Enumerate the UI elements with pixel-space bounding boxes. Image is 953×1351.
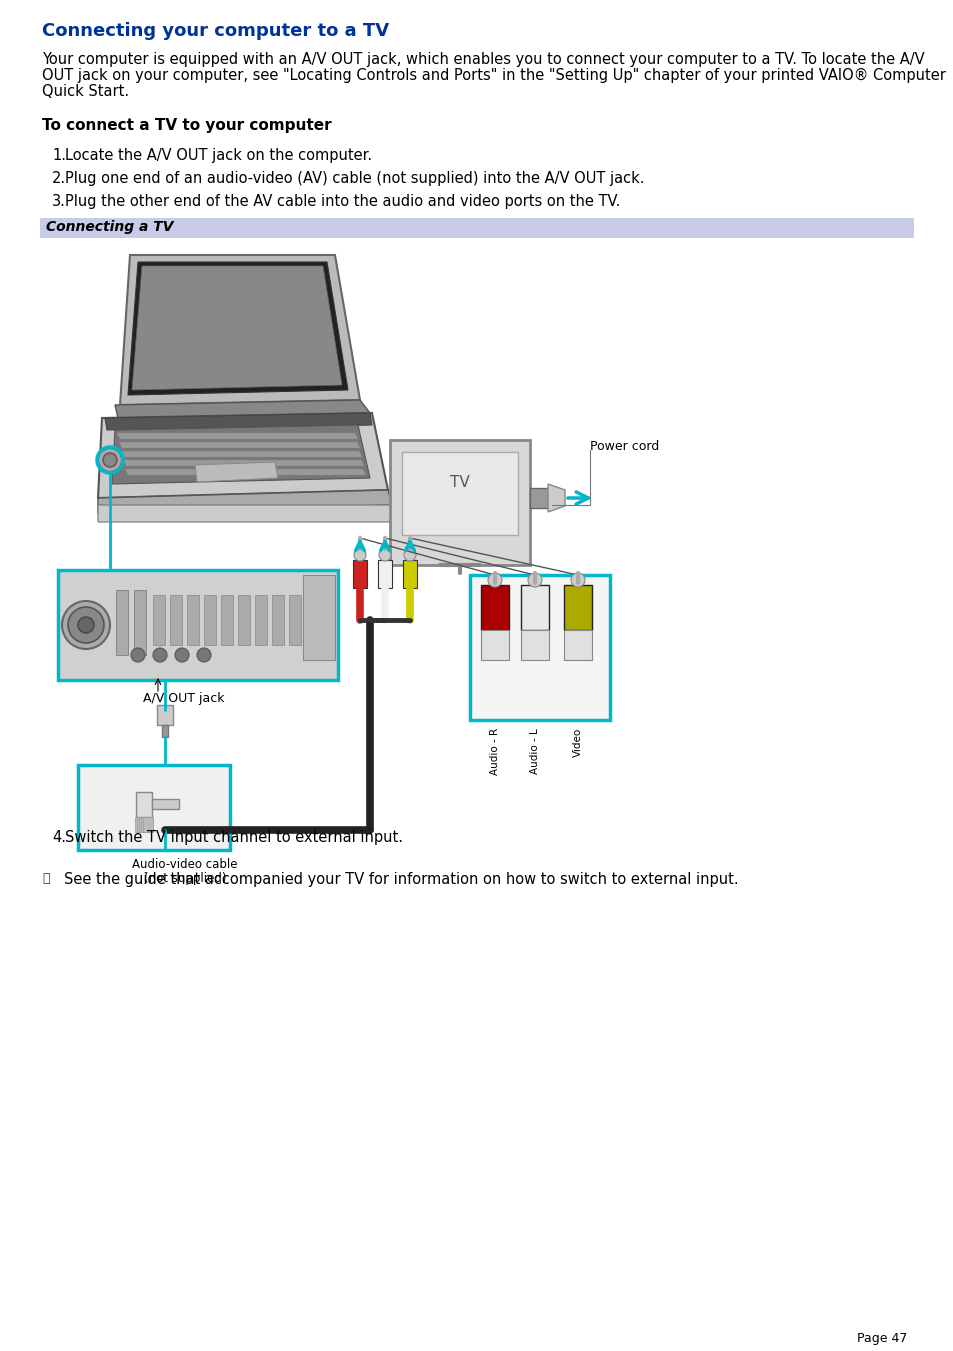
Bar	[143, 817, 152, 832]
Bar	[289, 594, 301, 644]
Bar	[204, 594, 215, 644]
Bar	[157, 705, 172, 725]
Bar	[254, 594, 267, 644]
Bar	[377, 561, 392, 588]
Bar	[133, 590, 146, 655]
Text: OUT jack on your computer, see "Locating Controls and Ports" in the "Setting Up": OUT jack on your computer, see "Locating…	[42, 68, 944, 82]
Polygon shape	[119, 442, 359, 449]
Text: Plug one end of an audio-video (AV) cable (not supplied) into the A/V OUT jack.: Plug one end of an audio-video (AV) cabl…	[65, 172, 644, 186]
Text: (not supplied): (not supplied)	[144, 871, 226, 885]
Circle shape	[103, 453, 117, 467]
Circle shape	[527, 573, 541, 586]
Bar	[137, 817, 152, 832]
Polygon shape	[117, 434, 357, 439]
Bar	[116, 590, 128, 655]
Polygon shape	[98, 505, 395, 521]
Circle shape	[174, 648, 189, 662]
Bar	[237, 594, 250, 644]
Text: Switch the TV input channel to external input.: Switch the TV input channel to external …	[65, 830, 402, 844]
Bar	[480, 630, 509, 661]
Text: Audio-video cable: Audio-video cable	[132, 858, 237, 871]
Bar	[40, 218, 913, 238]
Polygon shape	[547, 484, 564, 512]
Bar	[563, 630, 592, 661]
Bar	[139, 817, 152, 832]
Text: Connecting your computer to a TV: Connecting your computer to a TV	[42, 22, 389, 41]
Text: 📝: 📝	[42, 871, 50, 885]
Bar	[563, 585, 592, 630]
Text: To connect a TV to your computer: To connect a TV to your computer	[42, 118, 332, 132]
Text: Power cord: Power cord	[589, 440, 659, 453]
Polygon shape	[98, 490, 392, 513]
Polygon shape	[123, 459, 364, 466]
Text: TV: TV	[450, 476, 470, 490]
Bar	[141, 817, 152, 832]
Bar	[480, 585, 509, 630]
Bar	[353, 561, 367, 588]
Bar	[152, 594, 165, 644]
Text: 4.: 4.	[52, 830, 66, 844]
Text: See the guide that accompanied your TV for information on how to switch to exter: See the guide that accompanied your TV f…	[64, 871, 738, 888]
Bar	[402, 561, 416, 588]
Bar	[136, 792, 152, 817]
Text: Your computer is equipped with an A/V OUT jack, which enables you to connect you: Your computer is equipped with an A/V OU…	[42, 51, 923, 68]
Circle shape	[354, 549, 366, 561]
Circle shape	[378, 549, 391, 561]
Text: Quick Start.: Quick Start.	[42, 84, 129, 99]
Bar	[78, 765, 230, 850]
Circle shape	[571, 573, 584, 586]
Text: Plug the other end of the AV cable into the audio and video ports on the TV.: Plug the other end of the AV cable into …	[65, 195, 619, 209]
Bar	[520, 630, 548, 661]
Polygon shape	[132, 266, 341, 390]
Text: Audio - L: Audio - L	[530, 728, 539, 774]
Text: 3.: 3.	[52, 195, 66, 209]
Bar	[58, 570, 337, 680]
Circle shape	[403, 549, 416, 561]
Bar	[170, 594, 182, 644]
Text: Page 47: Page 47	[856, 1332, 906, 1346]
Bar	[520, 585, 548, 630]
Circle shape	[131, 648, 145, 662]
Polygon shape	[112, 426, 370, 484]
Bar	[306, 594, 317, 644]
Circle shape	[488, 573, 501, 586]
Bar	[303, 576, 335, 661]
Polygon shape	[128, 262, 348, 394]
Bar	[390, 440, 530, 565]
Circle shape	[62, 601, 110, 648]
Bar	[272, 594, 284, 644]
Polygon shape	[120, 255, 359, 405]
Bar	[470, 576, 609, 720]
Polygon shape	[98, 413, 388, 499]
Circle shape	[68, 607, 104, 643]
Bar	[162, 725, 168, 738]
Text: A/V OUT jack: A/V OUT jack	[143, 692, 224, 705]
Circle shape	[196, 648, 211, 662]
Polygon shape	[194, 462, 277, 482]
Bar	[187, 594, 199, 644]
Text: 1.: 1.	[52, 149, 66, 163]
Polygon shape	[115, 400, 370, 417]
Polygon shape	[105, 413, 372, 430]
Bar	[152, 798, 179, 809]
Circle shape	[152, 648, 167, 662]
Bar	[135, 817, 152, 832]
Text: Video: Video	[573, 728, 582, 758]
Bar	[221, 594, 233, 644]
Bar	[401, 453, 517, 535]
Text: Audio - R: Audio - R	[490, 728, 499, 775]
Bar	[530, 488, 547, 508]
Text: Connecting a TV: Connecting a TV	[46, 220, 173, 234]
Circle shape	[78, 617, 94, 634]
Polygon shape	[121, 451, 361, 457]
Polygon shape	[125, 469, 366, 476]
Text: 2.: 2.	[52, 172, 66, 186]
Circle shape	[98, 449, 122, 471]
Text: Locate the A/V OUT jack on the computer.: Locate the A/V OUT jack on the computer.	[65, 149, 372, 163]
